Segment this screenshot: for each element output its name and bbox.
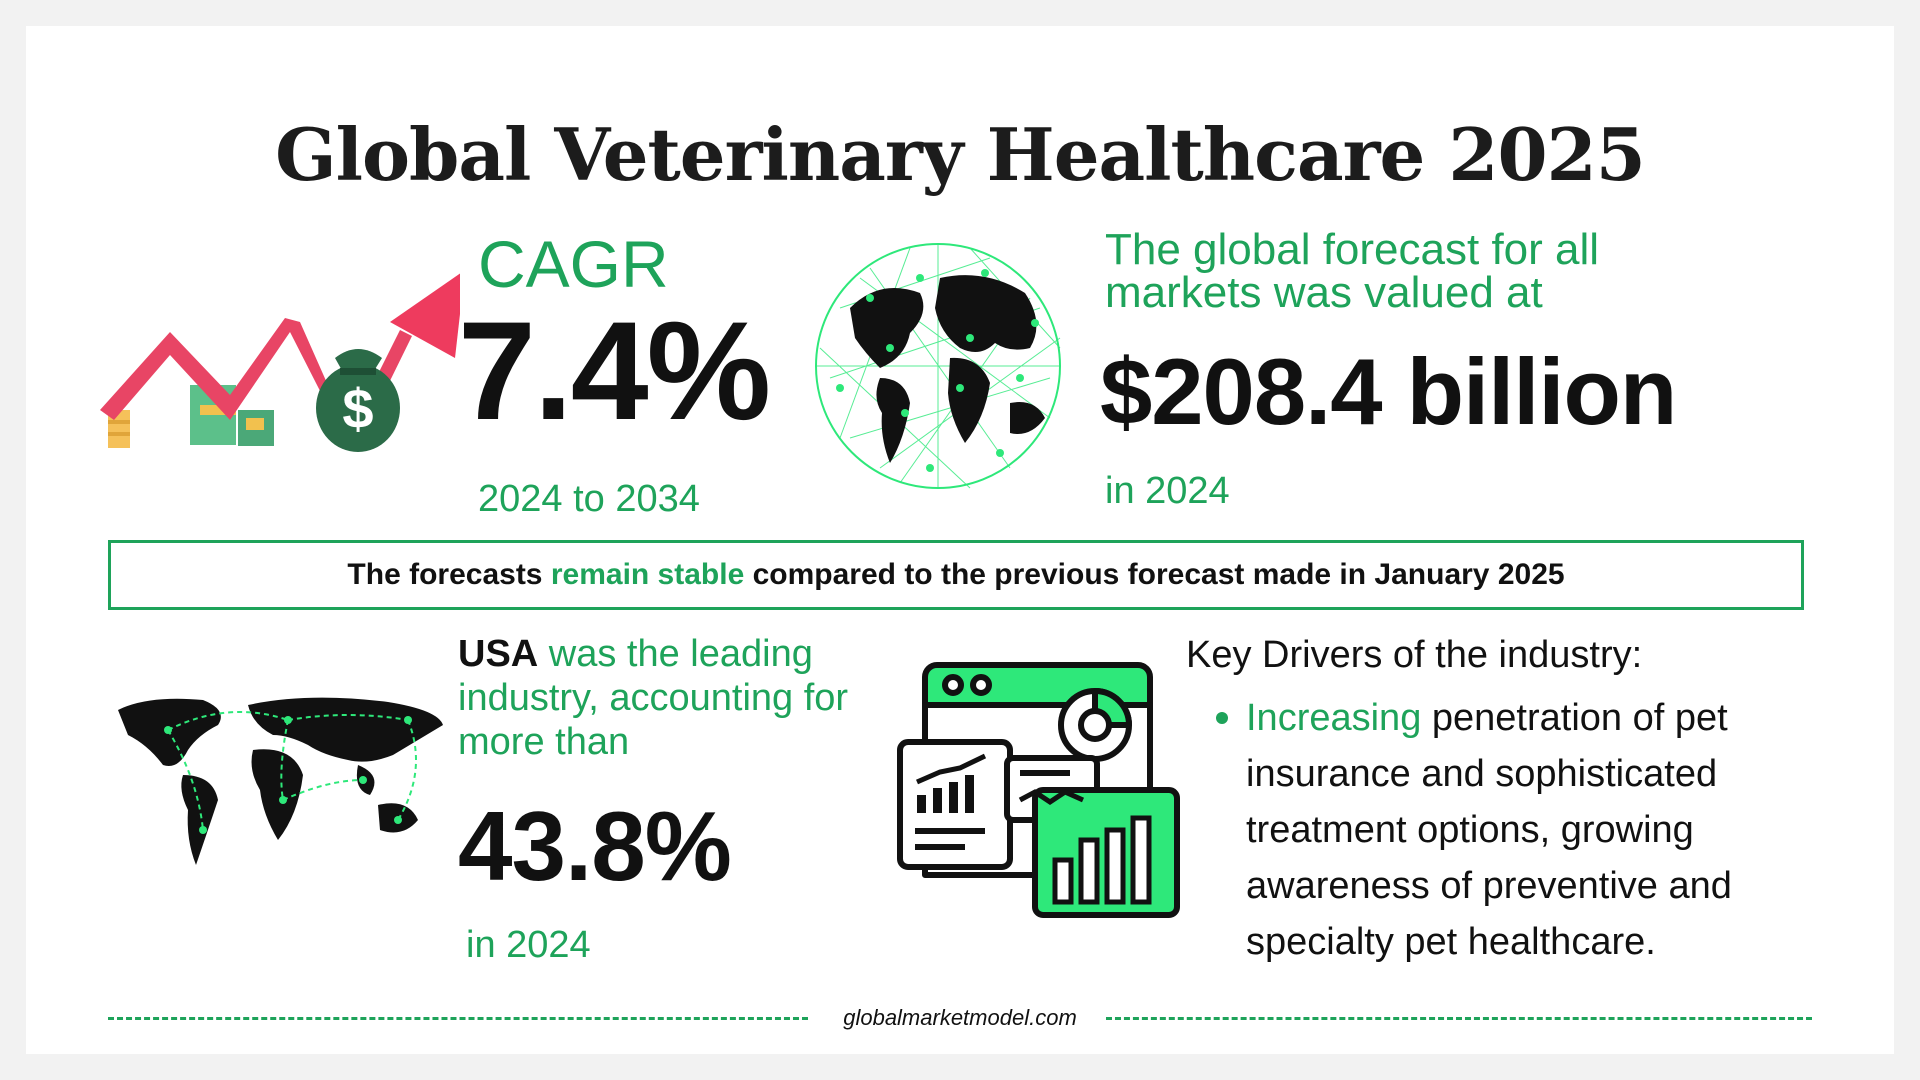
banner-highlight: remain stable bbox=[550, 558, 745, 591]
driver-highlight: Increasing bbox=[1246, 697, 1422, 739]
footer-link[interactable]: globalmarketmodel.com bbox=[833, 1005, 1087, 1030]
drivers-title: Key Drivers of the industry: bbox=[1186, 634, 1643, 676]
usa-leading-text: USA was the leading industry, accounting… bbox=[458, 632, 898, 764]
banner-prefix: The forecasts bbox=[347, 558, 551, 591]
page-title: Global Veterinary Healthcare 2025 bbox=[275, 112, 1646, 197]
usa-year: in 2024 bbox=[466, 924, 591, 966]
footer-divider-right bbox=[1106, 1017, 1812, 1020]
analytics-dashboard-icon bbox=[897, 662, 1180, 918]
driver-item: Increasing penetration of pet insurance … bbox=[1246, 690, 1786, 970]
cagr-range: 2024 to 2034 bbox=[478, 478, 700, 520]
forecast-year: in 2024 bbox=[1105, 470, 1230, 512]
usa-share-value: 43.8% bbox=[458, 791, 732, 901]
bullet-icon bbox=[1216, 712, 1228, 724]
usa-description: was the leading industry, accounting for… bbox=[458, 633, 849, 763]
banner-suffix: compared to the previous forecast made i… bbox=[744, 558, 1565, 591]
usa-country: USA bbox=[458, 633, 539, 675]
stability-banner: The forecasts remain stable compared to … bbox=[108, 540, 1804, 610]
world-map-routes-icon bbox=[118, 697, 443, 865]
footer-source: globalmarketmodel.com bbox=[0, 1005, 1920, 1031]
forecast-value: $208.4 billion bbox=[1100, 339, 1677, 444]
cagr-value: 7.4% bbox=[458, 292, 771, 449]
footer-divider-left bbox=[108, 1017, 808, 1020]
svg-text:$: $ bbox=[342, 377, 373, 440]
driver-description: penetration of pet insurance and sophist… bbox=[1246, 697, 1732, 963]
growth-arrow-money-icon: $ bbox=[100, 273, 460, 452]
network-globe-icon bbox=[815, 243, 1061, 489]
cagr-label: CAGR bbox=[478, 227, 669, 301]
forecast-label: The global forecast for all markets was … bbox=[1105, 225, 1600, 317]
